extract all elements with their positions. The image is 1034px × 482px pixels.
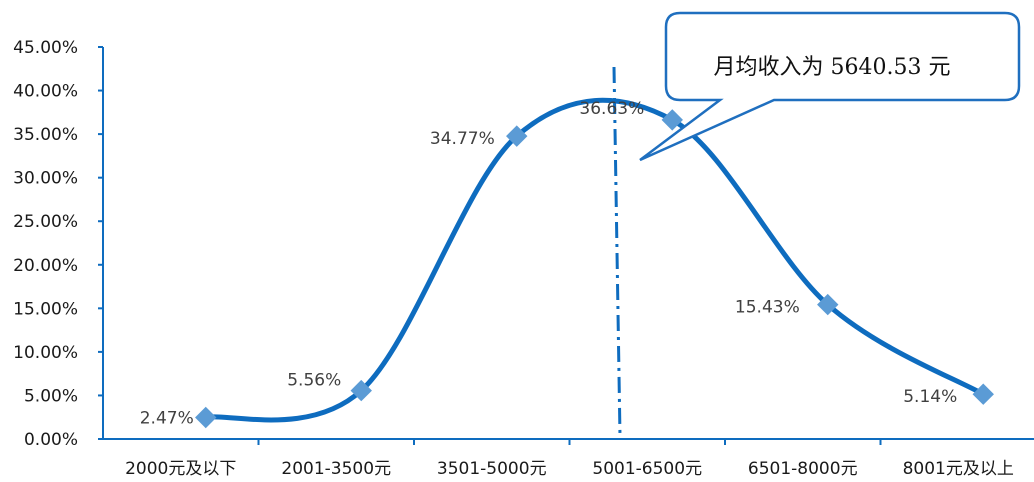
x-category-label: 2001-3500元	[281, 459, 391, 479]
y-tick-label: 15.00%	[13, 299, 78, 319]
series-line	[203, 97, 986, 423]
data-label: 15.43%	[735, 298, 800, 318]
data-marker	[817, 293, 839, 316]
mean-income-callout: 月均收入为 5640.53 元	[639, 11, 1021, 162]
data-label: 2.47%	[140, 408, 194, 428]
y-tick-label: 35.00%	[13, 125, 78, 145]
y-tick-label: 10.00%	[13, 343, 78, 363]
data-labels: 2.47% 5.56% 34.77% 36.63% 15.43% 5.14%	[140, 99, 958, 429]
mean-income-line	[612, 66, 622, 437]
x-axis-category-labels: 2000元及以下 2001-3500元 3501-5000元 5001-6500元 65…	[125, 459, 1014, 479]
data-label: 36.63%	[579, 99, 644, 119]
x-category-label: 6501-8000元	[748, 459, 858, 479]
data-markers	[195, 109, 994, 429]
data-label: 5.56%	[287, 371, 341, 391]
data-label: 5.14%	[903, 387, 957, 407]
x-category-label: 5001-6500元	[592, 459, 702, 479]
x-category-label: 8001元及以上	[903, 459, 1014, 479]
y-tick-label: 0.00%	[24, 430, 78, 450]
y-tick-label: 25.00%	[13, 212, 78, 232]
data-marker	[972, 383, 994, 405]
data-marker	[195, 406, 217, 429]
callout-text: 月均收入为 5640.53 元	[714, 55, 951, 80]
y-tick-label: 5.00%	[24, 386, 78, 406]
y-tick-label: 20.00%	[13, 256, 78, 276]
x-category-label: 3501-5000元	[437, 459, 547, 479]
data-marker	[350, 379, 372, 402]
data-marker	[661, 109, 683, 131]
axes	[98, 46, 1034, 445]
y-tick-label: 40.00%	[13, 82, 78, 102]
x-category-label: 2000元及以下	[125, 459, 236, 479]
y-tick-label: 45.00%	[13, 38, 78, 58]
data-marker	[506, 125, 528, 147]
y-axis-tick-labels: 0.00% 5.00% 10.00% 15.00% 20.00% 25.00% 30.00%…	[13, 38, 78, 450]
data-label: 34.77%	[430, 129, 495, 149]
y-tick-label: 30.00%	[13, 169, 78, 189]
callout-bubble	[639, 11, 1021, 162]
